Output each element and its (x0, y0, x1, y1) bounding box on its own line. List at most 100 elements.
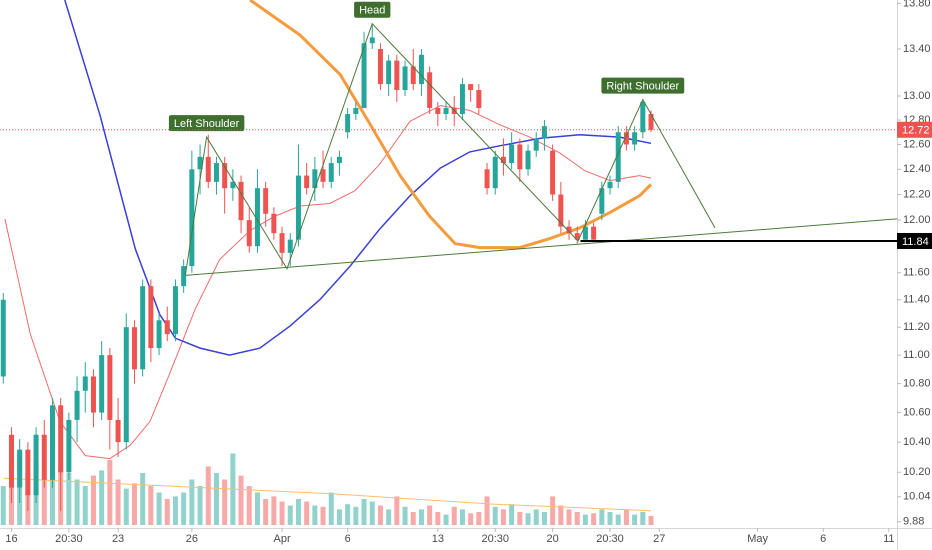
volume-bar (533, 509, 539, 525)
y-tick-label: 10.40 (903, 436, 931, 448)
candle-body (443, 107, 449, 115)
candle-body (131, 327, 137, 370)
candle-body (304, 175, 310, 189)
volume-bar (607, 512, 613, 525)
volume-bar (435, 512, 441, 525)
y-tick-label: 13.80 (903, 0, 931, 9)
volume-bar (99, 470, 105, 525)
volume-bar (263, 499, 269, 525)
candle-body (574, 233, 580, 240)
volume-bar (41, 479, 47, 525)
candle-body (500, 156, 506, 164)
candle-body (58, 405, 64, 473)
volume-bar (459, 509, 465, 525)
volume-bar (254, 492, 260, 525)
candle-body (361, 43, 367, 108)
candle-body (156, 320, 162, 349)
candle-body (615, 132, 621, 182)
candle-body (541, 126, 547, 139)
candle-body (566, 226, 572, 234)
y-tick-label: 11.20 (903, 321, 930, 333)
volume-bar (304, 501, 310, 525)
volume-bar (377, 505, 383, 525)
volume-bar (500, 509, 506, 525)
volume-bar (484, 496, 490, 525)
x-tick-label: 27 (653, 533, 665, 545)
last-price-label: 12.72 (902, 125, 930, 137)
candle-body (287, 239, 293, 253)
volume-bar (312, 505, 318, 525)
volume-bar (189, 479, 195, 525)
candle-body (279, 233, 285, 253)
x-tick-label: 20:30 (596, 533, 624, 545)
volume-bar (361, 499, 367, 525)
candle-body (213, 163, 219, 182)
x-tick-label: 23 (112, 533, 124, 545)
x-tick-label: 20 (547, 533, 559, 545)
volume-bar (451, 506, 457, 525)
volume-bar (279, 501, 285, 525)
volume-bar (648, 515, 654, 525)
volume-bar (427, 505, 433, 525)
candle-body (476, 90, 482, 108)
volume-bar (599, 509, 605, 525)
candle-body (238, 181, 244, 221)
volume-bar (115, 479, 121, 525)
volume-bar (476, 512, 482, 525)
y-tick-label: 12.40 (903, 163, 931, 175)
volume-bar (591, 513, 597, 525)
volume-ma (3, 477, 652, 512)
volume-bar (172, 496, 178, 525)
candle-body (550, 150, 556, 195)
x-tick-label: 6 (345, 533, 351, 545)
y-tick-label: 11.60 (903, 267, 930, 279)
y-tick-label: 12.20 (903, 188, 931, 200)
candle-body (164, 320, 170, 335)
volume-bar (74, 479, 80, 525)
x-tick-label: 20:30 (481, 533, 509, 545)
volume-bar (246, 486, 252, 525)
candle-body (402, 66, 408, 91)
y-tick-label: 10.60 (903, 407, 931, 419)
volume-bar (632, 514, 638, 525)
volume-bar (131, 483, 137, 525)
pattern-label: Left Shoulder (174, 118, 240, 130)
candle-body (558, 194, 564, 227)
candle-body (435, 107, 441, 115)
candle-body (492, 156, 498, 189)
plot-area (0, 0, 897, 525)
candle-body (123, 327, 129, 443)
candle-body (410, 66, 416, 85)
volume-bar (566, 509, 572, 525)
candle-body (533, 138, 539, 151)
pattern-label-box (354, 1, 391, 18)
candle-body (640, 101, 646, 133)
volume-bar (123, 488, 129, 525)
volume-bar (328, 492, 334, 525)
candle-body (386, 60, 392, 85)
candle-body (205, 156, 211, 182)
volume-bar (640, 512, 646, 525)
volume-bar (213, 473, 219, 525)
candle-body (295, 175, 301, 240)
pattern-label-box (168, 115, 245, 132)
candle-body (197, 156, 203, 170)
pattern-label-box (601, 77, 685, 94)
pattern-label: Head (359, 5, 385, 17)
volume-bar (402, 506, 408, 525)
moving-average (249, 0, 653, 250)
candle-body (394, 60, 400, 91)
volume-bar (574, 512, 580, 525)
y-tick-label: 11.00 (903, 349, 930, 361)
candle-body (632, 132, 638, 145)
volume-bar (148, 486, 154, 525)
candle-body (222, 163, 228, 189)
volume-bar (369, 501, 375, 525)
volume-bar (271, 496, 277, 525)
candle-body (148, 286, 154, 349)
volume-bar (541, 512, 547, 525)
volume-bar (295, 499, 301, 525)
y-tick-label: 13.40 (903, 43, 931, 55)
candle-body (254, 188, 260, 247)
